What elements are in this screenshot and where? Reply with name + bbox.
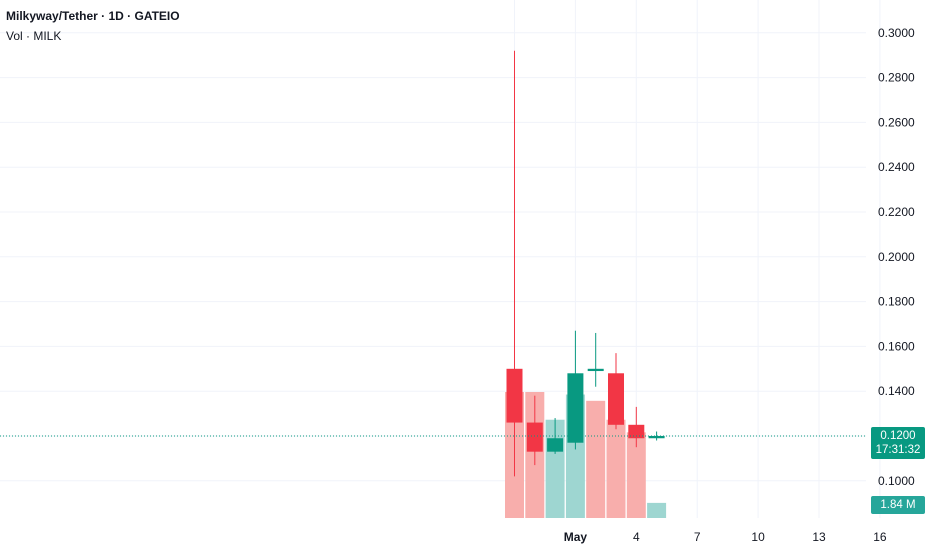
time-tick-label: 7 [694, 530, 701, 544]
time-axis[interactable]: May 4 7 10 13 16 [564, 530, 887, 544]
candle[interactable] [628, 406, 645, 448]
candle[interactable] [587, 332, 604, 387]
candle[interactable] [648, 431, 665, 441]
price-tick-label: 0.1600 [878, 339, 915, 353]
price-tick-label: 0.2600 [878, 115, 915, 129]
price-tick-label: 0.2800 [878, 71, 915, 85]
price-tick-label: 0.2400 [878, 160, 915, 174]
candle-body [547, 438, 564, 452]
candle-body [567, 373, 584, 443]
price-axis[interactable]: 0.1000 0.1400 0.1600 0.1800 0.2000 0.2200 0.24… [878, 26, 915, 488]
candle-body [608, 373, 624, 425]
time-tick-label: 4 [633, 530, 640, 544]
candle[interactable] [608, 353, 624, 430]
price-tick-label: 0.3000 [878, 26, 915, 40]
time-tick-label: May [564, 530, 588, 544]
last-price-tag: 0.1200 17:31:32 [871, 427, 925, 459]
candle-body [648, 436, 665, 439]
price-tick-label: 0.2200 [878, 205, 915, 219]
volume-value-tag: 1.84 M [871, 496, 925, 514]
volume-bar [626, 432, 646, 518]
price-tick-label: 0.1800 [878, 295, 915, 309]
time-tick-label: 13 [812, 530, 826, 544]
grid-lines [0, 0, 881, 518]
price-tick-label: 0.1000 [878, 474, 915, 488]
price-tick-label: 0.2000 [878, 250, 915, 264]
volume-bar [586, 400, 606, 518]
candle[interactable] [506, 50, 523, 477]
candle[interactable] [526, 395, 543, 466]
symbol-title[interactable]: Milkyway/Tether · 1D · GATEIO [6, 9, 180, 23]
candle-body [526, 422, 543, 452]
candle[interactable] [567, 330, 584, 450]
candle-body [587, 368, 604, 372]
volume-bar [647, 502, 667, 518]
last-price-value: 0.1200 [880, 430, 916, 442]
volume-legend[interactable]: Vol · MILK [6, 29, 62, 43]
candle-body [628, 424, 645, 439]
volume-bars [505, 392, 667, 518]
candlesticks [506, 50, 665, 477]
bar-countdown: 17:31:32 [875, 444, 921, 456]
price-tick-label: 0.1400 [878, 384, 915, 398]
candle-body [506, 368, 523, 423]
time-tick-label: 16 [873, 530, 887, 544]
time-tick-label: 10 [751, 530, 765, 544]
volume-bar [606, 419, 626, 518]
